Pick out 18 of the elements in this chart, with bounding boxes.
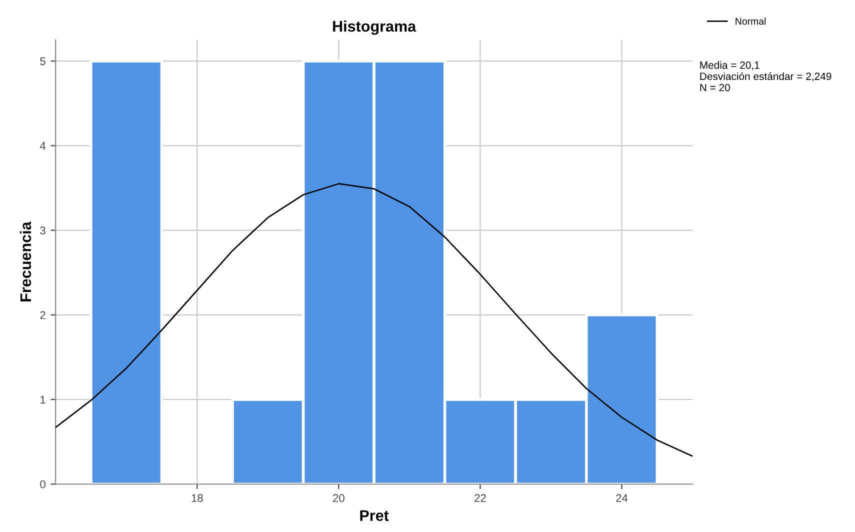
text: Desviación estándar = 2,249 [700, 72, 832, 82]
x-tick-label: 22 [474, 494, 486, 502]
y-tick-label: 4 [40, 142, 46, 150]
y-tick-label: 2 [40, 311, 46, 319]
x-tick-label: 24 [616, 494, 628, 502]
y-tick-label: 5 [40, 57, 46, 66]
y-tick-label: 3 [40, 226, 46, 234]
chart-title: Histograma [333, 20, 416, 35]
line-series [56, 183, 693, 457]
x-axis-title: Pret [360, 510, 389, 521]
y-tick-label: 1 [40, 396, 46, 404]
text: Media = 20,1 [700, 61, 760, 70]
x-tick-label: 18 [192, 494, 203, 502]
y-axis-title: Frecuencia [20, 222, 32, 302]
y-tick-label: 0 [40, 480, 46, 488]
x-tick-label: 20 [333, 494, 344, 502]
legend-label: Normal [736, 18, 766, 25]
text: N = 20 [700, 84, 730, 92]
